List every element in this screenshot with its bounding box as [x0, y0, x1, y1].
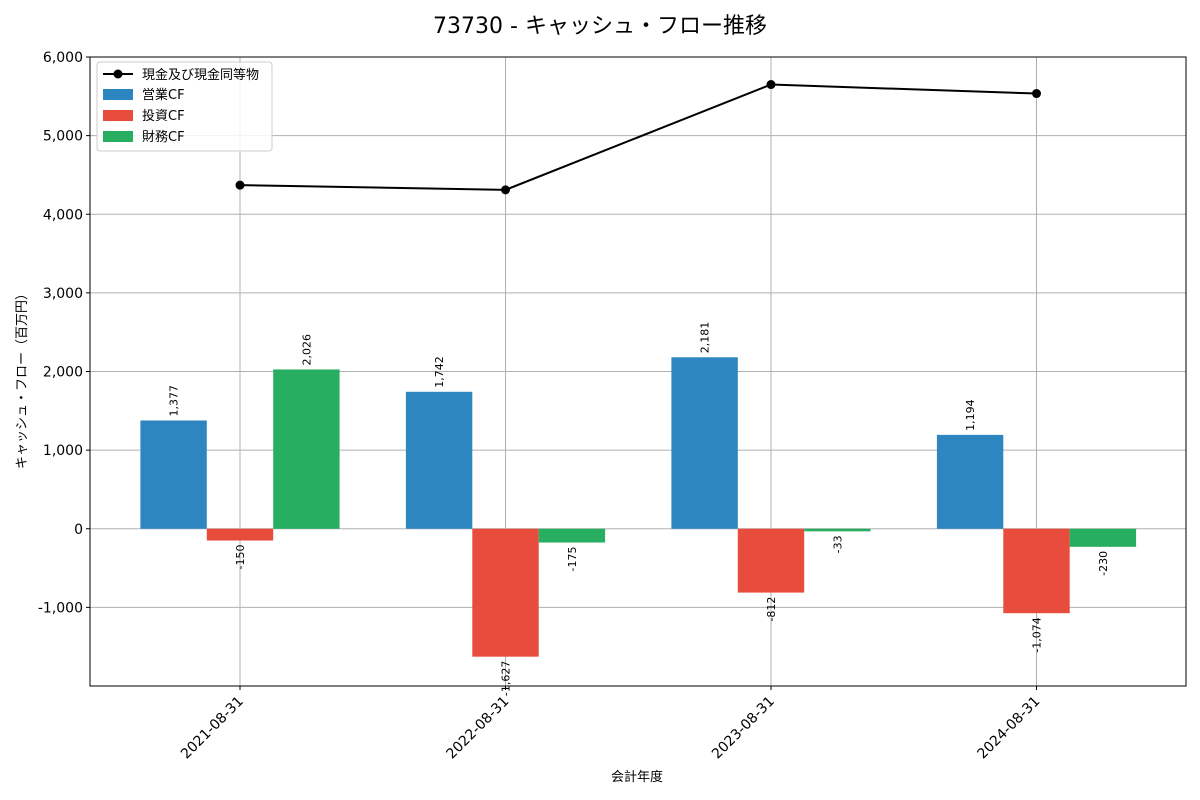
cash-line-point	[235, 180, 245, 190]
legend-label: 投資CF	[142, 108, 185, 124]
data-label: -230	[1097, 551, 1110, 576]
data-label: 2,026	[300, 334, 313, 366]
legend-box	[96, 61, 273, 152]
y-tick-label: 5,000	[43, 129, 83, 145]
line-layer	[235, 80, 1041, 195]
chart-title: 73730 - キャッシュ・フロー推移	[433, 14, 767, 39]
y-tick-label: 2,000	[43, 365, 83, 381]
bar-investing	[206, 528, 274, 541]
y-tick-label: 3,000	[43, 286, 83, 302]
y-tick-label: 6,000	[43, 50, 83, 66]
legend-swatch	[103, 131, 133, 142]
x-tick-label: 2022-08-31	[443, 694, 512, 763]
bar-operating	[671, 357, 738, 529]
cash-line-point	[1032, 89, 1041, 99]
axes-layer: -1,000 0 1,000 2,000 3,000 4,000 5,000 6,000 202…	[38, 50, 1187, 763]
bar-financing	[273, 369, 340, 529]
y-tick-label: 4,000	[43, 207, 83, 223]
x-axis-label: 会計年度	[611, 769, 663, 785]
legend-label: 営業CF	[142, 87, 185, 103]
data-label: 1,377	[168, 385, 181, 417]
y-tick-label: 0	[74, 522, 83, 538]
data-label: 1,742	[433, 356, 446, 388]
y-axis-label: キャッシュ・フロー（百万円）	[15, 287, 30, 469]
data-label: -1,627	[500, 661, 513, 696]
cash-line-point	[501, 185, 510, 195]
data-label: -175	[566, 547, 579, 572]
y-tick-label: -1,000	[38, 600, 83, 616]
plot-frame	[89, 56, 1187, 687]
x-tick-label: 2021-08-31	[178, 694, 247, 763]
data-label: -150	[234, 545, 247, 570]
bar-operating	[936, 434, 1004, 529]
bar-investing	[1003, 528, 1070, 614]
x-tick-label: 2023-08-31	[709, 694, 778, 763]
data-label: -33	[831, 535, 844, 553]
bar-operating	[140, 420, 207, 529]
bars-layer	[140, 357, 1137, 657]
bar-investing	[737, 528, 805, 593]
cash-line	[239, 83, 1037, 191]
cash-line-point	[766, 80, 776, 90]
data-label: -812	[765, 597, 778, 622]
legend-label-cash: 現金及び現金同等物	[142, 67, 259, 83]
legend-label: 財務CF	[142, 130, 185, 145]
bar-operating	[405, 391, 473, 529]
x-tick-label: 2024-08-31	[974, 694, 1043, 763]
bar-financing	[538, 528, 606, 543]
legend-line-marker	[113, 69, 123, 79]
data-label: 1,194	[964, 399, 977, 431]
data-label: 2,181	[699, 322, 712, 354]
y-tick-label: 1,000	[43, 443, 83, 459]
data-label: -1,074	[1031, 617, 1044, 652]
data-labels-layer: 1,377 1,742 2,181 1,194 -150 -1,627 -812 -1,074…	[168, 322, 1110, 696]
bar-financing	[1069, 528, 1137, 547]
bar-investing	[472, 528, 539, 657]
legend-swatch	[103, 89, 133, 100]
legend-swatch	[103, 110, 133, 121]
bar-financing	[804, 528, 871, 532]
